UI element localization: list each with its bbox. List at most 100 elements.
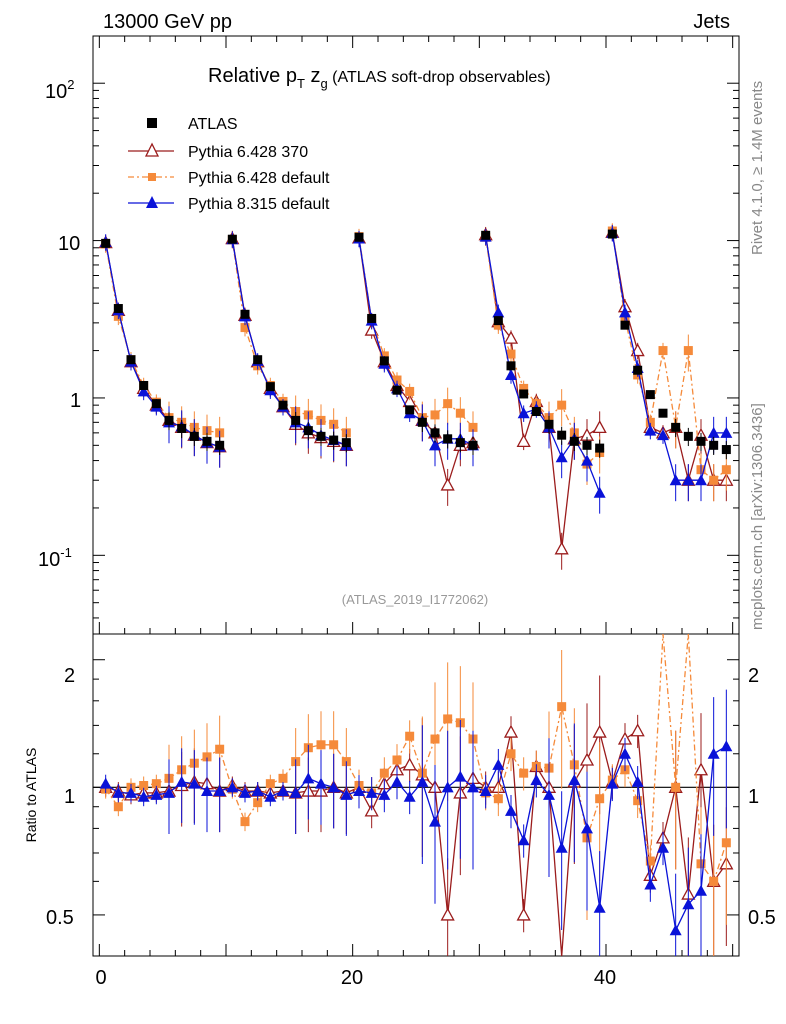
point-0-48 — [709, 440, 719, 450]
ratio-point-1-8 — [202, 752, 212, 762]
series-line-3-1 — [231, 239, 347, 446]
series-line-1-2 — [358, 237, 474, 488]
ratio-point-2-4 — [150, 788, 163, 800]
point-0-27 — [443, 434, 453, 444]
ratio-plot-frame — [92, 633, 740, 957]
ratio-point-1-4 — [151, 779, 161, 789]
mcplots-label: mcplots.cern.ch [arXiv:1306.3436] — [749, 403, 766, 630]
point-0-4 — [151, 399, 161, 409]
point-0-29 — [468, 440, 478, 450]
ratio-point-1-42 — [633, 796, 643, 806]
ratio-point-2-5 — [163, 786, 175, 798]
point-1-33 — [516, 433, 531, 447]
point-3-46 — [682, 474, 695, 486]
series-line-2-1 — [231, 239, 347, 434]
axis-ticks — [93, 36, 739, 956]
point-2-49 — [721, 465, 731, 475]
point-0-31 — [493, 316, 503, 326]
main-series-layer — [98, 223, 734, 570]
ratio-y-tick-2-left: 2 — [64, 665, 75, 687]
ratio-point-2-1 — [112, 786, 125, 798]
ratio-point-0-38 — [579, 752, 595, 766]
ratio-point-2-14 — [277, 785, 289, 797]
ratio-series-layer — [98, 633, 734, 957]
point-3-44 — [657, 429, 669, 441]
ratio-point-2-10 — [226, 781, 239, 793]
point-2-24 — [405, 386, 415, 396]
ratio-y-tick-0p5-left: 0.5 — [46, 907, 74, 929]
ratio-point-1-3 — [139, 780, 149, 790]
point-0-10 — [227, 234, 237, 244]
ratio-point-1-39 — [595, 794, 605, 804]
ratio-point-1-17 — [316, 740, 326, 750]
ratio-point-2-29 — [467, 781, 479, 793]
ratio-point-2-28 — [454, 770, 467, 782]
ratio-point-2-40 — [606, 777, 619, 789]
point-0-15 — [291, 415, 301, 425]
beam-label: 13000 GeV pp — [103, 11, 232, 33]
ratio-point-0-39 — [592, 724, 607, 738]
ratio-point-2-31 — [492, 758, 505, 770]
legend-pythia6-default-marker — [148, 173, 156, 181]
point-0-32 — [506, 361, 516, 371]
point-0-8 — [202, 436, 212, 446]
ratio-point-2-38 — [581, 822, 593, 834]
point-2-28 — [455, 408, 465, 418]
ratio-point-2-3 — [137, 790, 150, 802]
ratio-point-0-32 — [503, 724, 519, 738]
point-2-48 — [709, 475, 719, 485]
point-2-26 — [430, 410, 440, 420]
legend-pythia6-370-marker — [144, 142, 160, 157]
point-2-29 — [468, 422, 478, 432]
main-y-tick-labels: 102 10 1 10-1 — [38, 77, 81, 571]
ratio-point-2-21 — [365, 786, 378, 798]
legend-atlas-label: ATLAS — [188, 116, 238, 133]
point-0-38 — [582, 440, 592, 450]
ratio-point-1-33 — [519, 768, 529, 778]
point-0-2 — [126, 355, 136, 365]
point-2-32 — [506, 349, 516, 359]
legend-pythia6-370-label: Pythia 6.428 370 — [188, 144, 308, 161]
ratio-point-2-17 — [315, 777, 327, 789]
point-0-21 — [367, 313, 377, 323]
legend-atlas: ATLAS — [147, 116, 238, 133]
point-1-27 — [440, 477, 455, 491]
ratio-point-2-9 — [213, 785, 226, 797]
legend-pythia8-default-label: Pythia 8.315 default — [188, 196, 330, 213]
point-0-41 — [620, 320, 630, 330]
ratio-point-1-36 — [557, 702, 567, 712]
ratio-point-2-25 — [416, 775, 429, 787]
ratio-point-0-24 — [402, 757, 417, 771]
ratio-point-2-23 — [391, 775, 403, 787]
x-tick-40: 40 — [594, 967, 616, 989]
point-3-41 — [619, 306, 631, 318]
ratio-point-2-6 — [175, 775, 188, 787]
point-0-11 — [240, 309, 250, 319]
point-3-32 — [505, 368, 517, 380]
ratio-point-1-23 — [392, 755, 402, 765]
series-line-1-0 — [105, 242, 220, 448]
point-0-14 — [278, 400, 288, 410]
series-line-3-4 — [611, 232, 727, 481]
point-0-35 — [544, 419, 554, 429]
point-0-13 — [265, 382, 275, 392]
x-tick-0: 0 — [95, 967, 106, 989]
point-0-16 — [303, 426, 313, 436]
ratio-point-1-26 — [430, 734, 440, 744]
point-2-11 — [240, 323, 250, 333]
ratio-series-1 — [101, 633, 731, 956]
ratio-point-1-31 — [493, 794, 503, 804]
ratio-point-2-18 — [327, 781, 340, 793]
ratio-point-2-34 — [530, 774, 543, 786]
point-0-42 — [633, 365, 643, 375]
ratio-point-2-11 — [239, 786, 251, 798]
ratio-point-1-45 — [671, 782, 681, 792]
point-0-25 — [417, 417, 427, 427]
point-3-3 — [137, 385, 150, 397]
ratio-point-2-20 — [353, 785, 365, 797]
point-0-26 — [430, 428, 440, 438]
point-2-22 — [379, 351, 389, 361]
point-0-0 — [101, 238, 111, 248]
ratio-y-tick-labels: 2 1 0.5 2 1 0.5 — [46, 665, 776, 929]
